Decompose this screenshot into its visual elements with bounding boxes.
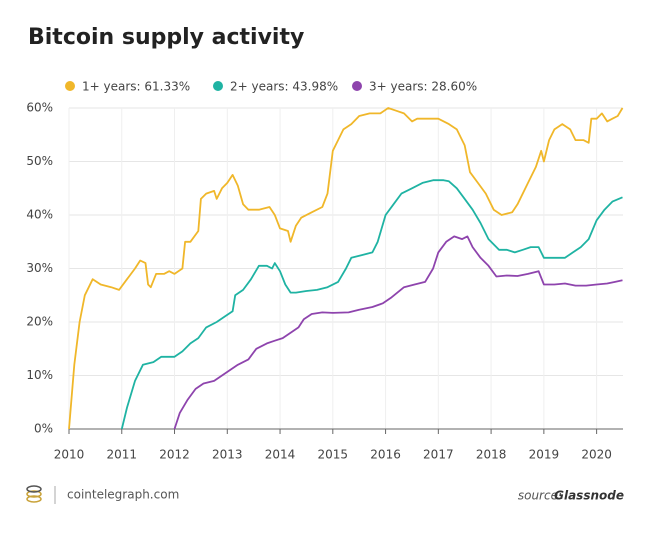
- y-tick-label: 10%: [26, 368, 53, 382]
- series-line: [120, 179, 623, 430]
- x-tick-label: 2018: [476, 448, 507, 462]
- series-line: [173, 235, 623, 430]
- x-tick-label: 2017: [423, 448, 454, 462]
- legend-marker: [65, 81, 75, 91]
- x-tick-label: 2010: [54, 448, 85, 462]
- logo: [26, 485, 56, 504]
- x-tick-label: 2019: [529, 448, 560, 462]
- y-tick-label: 0%: [34, 422, 53, 436]
- legend-marker: [213, 81, 223, 91]
- y-tick-label: 20%: [26, 315, 53, 329]
- legend-label: 3+ years: 28.60%: [369, 80, 477, 94]
- y-tick-label: 50%: [26, 154, 53, 168]
- source-prefix: source:: [518, 489, 562, 503]
- legend-marker: [352, 81, 362, 91]
- series-line: [68, 107, 624, 430]
- chart-title: Bitcoin supply activity: [28, 25, 304, 50]
- source-name: Glassnode: [554, 489, 624, 503]
- y-tick-label: 30%: [26, 261, 53, 275]
- y-tick-label: 40%: [26, 208, 53, 222]
- x-tick-label: 2014: [265, 448, 296, 462]
- x-tick-label: 2015: [318, 448, 349, 462]
- y-tick-label: 60%: [26, 101, 53, 115]
- x-tick-label: 2020: [581, 448, 612, 462]
- x-tick-label: 2012: [159, 448, 190, 462]
- x-tick-label: 2013: [212, 448, 243, 462]
- x-tick-label: 2011: [106, 448, 137, 462]
- footer-site: cointelegraph.com: [67, 488, 179, 502]
- legend-label: 2+ years: 43.98%: [230, 80, 338, 94]
- legend-label: 1+ years: 61.33%: [82, 80, 190, 94]
- x-tick-label: 2016: [370, 448, 401, 462]
